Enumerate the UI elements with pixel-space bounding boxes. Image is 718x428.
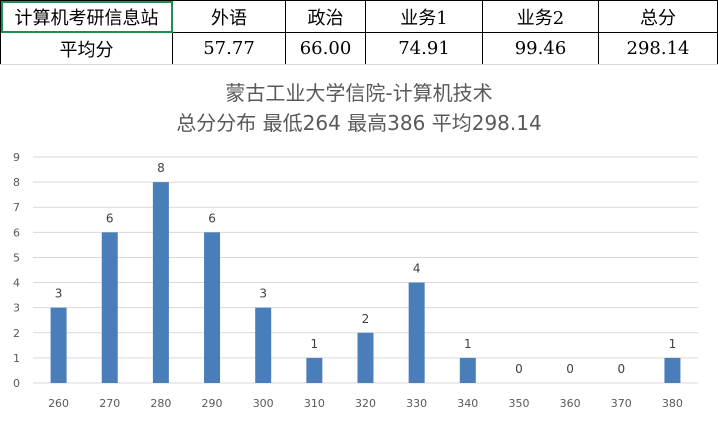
y-tick-label: 2 (13, 327, 20, 340)
bar[interactable] (408, 282, 425, 383)
bar[interactable] (152, 182, 169, 383)
chart-area[interactable]: 蒙古工业大学信院-计算机技术 总分分布 最低264 最高386 平均298.14… (0, 64, 718, 428)
data-label: 6 (208, 211, 216, 225)
y-tick-label: 7 (13, 201, 20, 214)
chart-title: 蒙古工业大学信院-计算机技术 (225, 81, 493, 105)
table-header-subject2[interactable]: 业务2 (482, 0, 599, 33)
data-label: 4 (413, 262, 421, 276)
table-row-label[interactable]: 平均分 (0, 32, 173, 65)
score-table: 计算机考研信息站 外语 政治 业务1 业务2 总分 平均分 57.77 66.0… (0, 0, 718, 65)
x-tick-label: 300 (253, 397, 274, 410)
x-tick-label: 290 (202, 397, 223, 410)
y-tick-label: 4 (13, 277, 20, 290)
data-label: 6 (106, 211, 114, 225)
bar[interactable] (459, 357, 476, 383)
x-tick-label: 280 (150, 397, 171, 410)
data-label: 0 (617, 362, 625, 376)
y-tick-label: 0 (13, 377, 20, 390)
table-header-politics[interactable]: 政治 (285, 0, 366, 33)
x-tick-label: 360 (560, 397, 581, 410)
bar[interactable] (255, 307, 272, 383)
data-label: 0 (515, 362, 523, 376)
table-cell-total[interactable]: 298.14 (598, 32, 718, 65)
table-cell-foreign[interactable]: 57.77 (172, 32, 286, 65)
data-label: 1 (311, 337, 319, 351)
y-tick-label: 3 (13, 302, 20, 315)
x-tick-label: 310 (304, 397, 325, 410)
x-tick-label: 270 (99, 397, 120, 410)
bar[interactable] (101, 232, 118, 383)
table-header-foreign[interactable]: 外语 (172, 0, 286, 33)
table-cell-subject2[interactable]: 99.46 (482, 32, 599, 65)
x-tick-label: 350 (508, 397, 529, 410)
y-tick-label: 9 (13, 151, 20, 164)
data-label: 8 (157, 161, 165, 175)
table-header-total[interactable]: 总分 (598, 0, 718, 33)
data-label: 2 (362, 312, 370, 326)
bar-chart: 0123456789326062708280629033001310232043… (13, 151, 698, 410)
table-row: 平均分 57.77 66.00 74.91 99.46 298.14 (0, 32, 718, 65)
data-label: 3 (259, 287, 267, 301)
x-tick-label: 340 (457, 397, 478, 410)
data-label: 1 (669, 337, 677, 351)
data-label: 0 (566, 362, 574, 376)
x-tick-label: 370 (611, 397, 632, 410)
x-tick-label: 260 (48, 397, 69, 410)
x-tick-label: 330 (406, 397, 427, 410)
y-tick-label: 8 (13, 176, 20, 189)
data-label: 1 (464, 337, 472, 351)
table-cell-subject1[interactable]: 74.91 (365, 32, 483, 65)
table-header-subject1[interactable]: 业务1 (365, 0, 483, 33)
bar[interactable] (664, 357, 681, 383)
bar[interactable] (204, 232, 221, 383)
y-tick-label: 6 (13, 226, 20, 239)
bar[interactable] (50, 307, 67, 383)
data-label: 3 (55, 287, 63, 301)
bar[interactable] (306, 357, 323, 383)
y-tick-label: 1 (13, 352, 20, 365)
table-header-row: 计算机考研信息站 外语 政治 业务1 业务2 总分 (0, 0, 718, 33)
bar[interactable] (357, 332, 374, 383)
table-cell-politics[interactable]: 66.00 (285, 32, 366, 65)
x-tick-label: 380 (662, 397, 683, 410)
chart-subtitle: 总分分布 最低264 最高386 平均298.14 (176, 111, 542, 135)
x-tick-label: 320 (355, 397, 376, 410)
y-tick-label: 5 (13, 251, 20, 264)
table-cell-site[interactable]: 计算机考研信息站 (0, 0, 173, 33)
